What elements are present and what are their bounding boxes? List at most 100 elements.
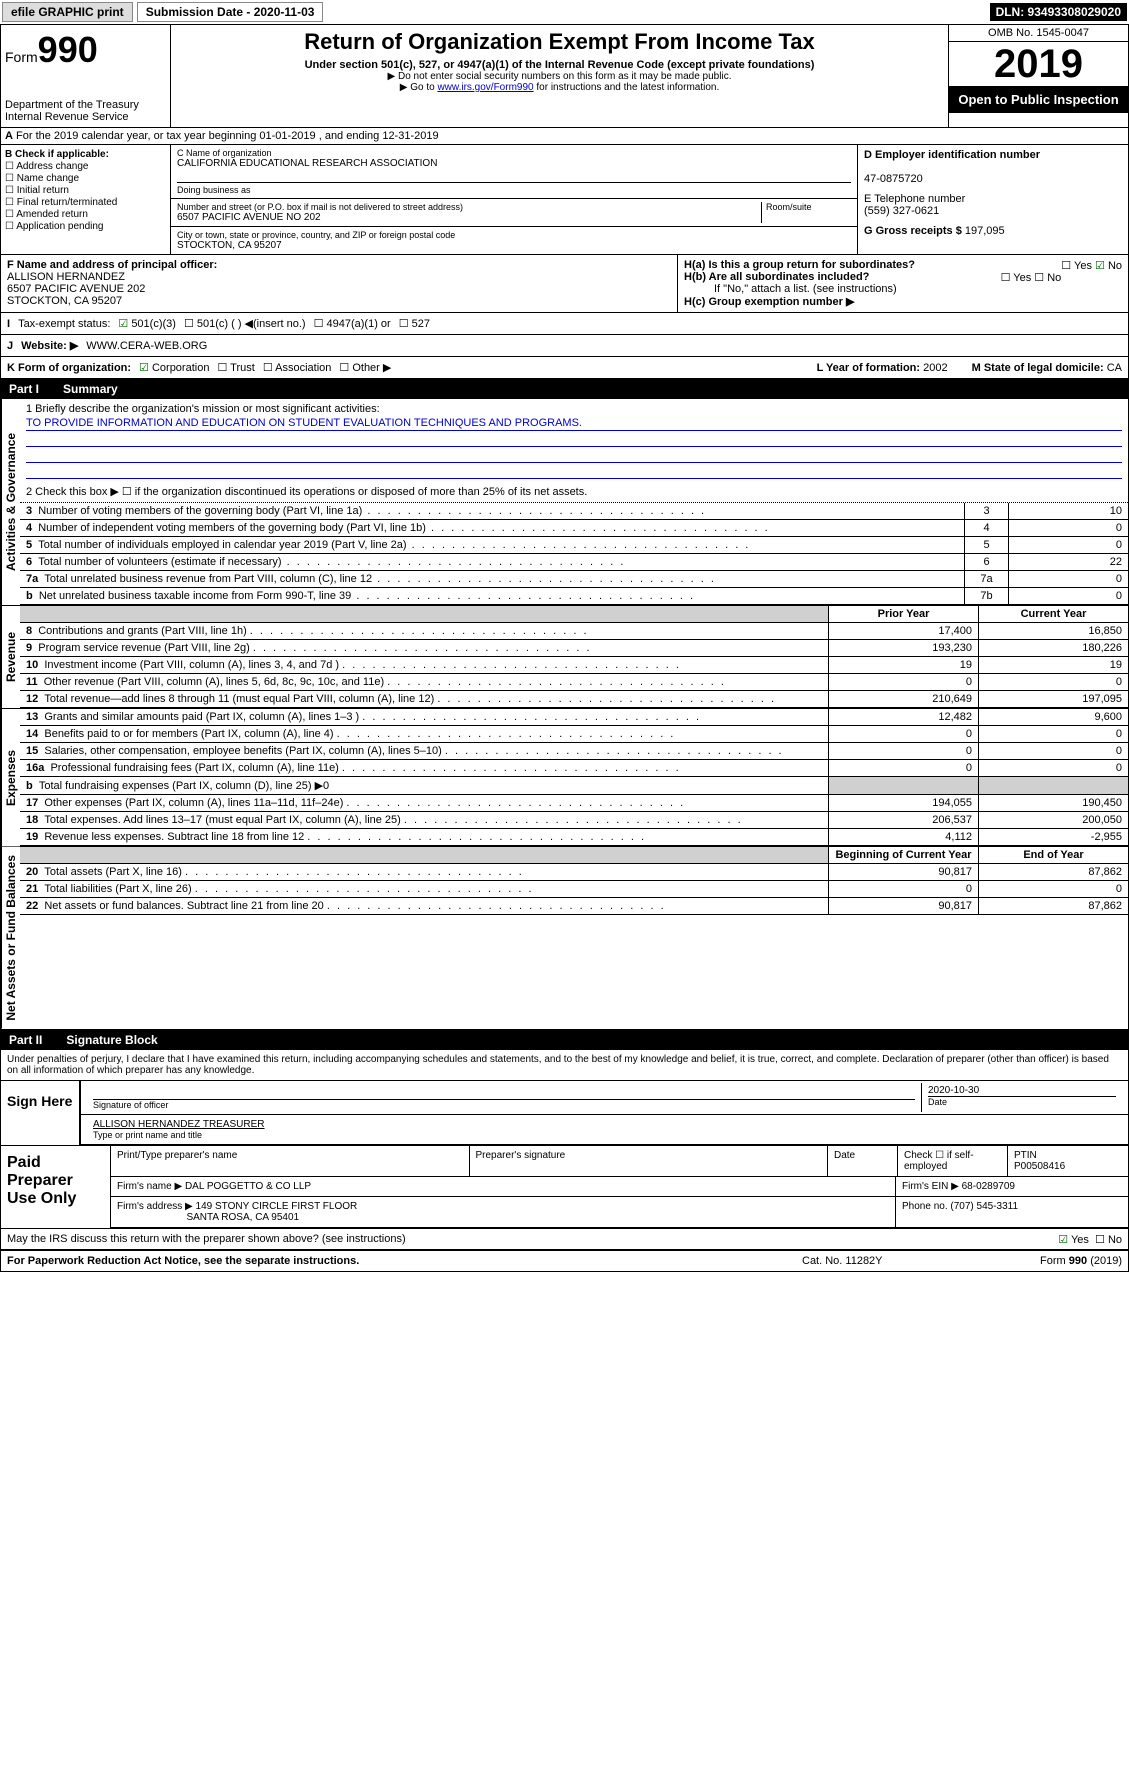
summary-row: 18 Total expenses. Add lines 13–17 (must… xyxy=(20,812,1128,829)
discuss-yes[interactable]: Yes xyxy=(1058,1234,1089,1246)
firm-addr2: SANTA ROSA, CA 95401 xyxy=(186,1212,299,1223)
perjury-text: Under penalties of perjury, I declare th… xyxy=(1,1050,1128,1081)
dln-label: DLN: 93493308029020 xyxy=(990,3,1127,21)
preparer-name-header: Print/Type preparer's name xyxy=(111,1146,470,1176)
self-employed-check[interactable]: Check ☐ if self-employed xyxy=(898,1146,1008,1176)
submission-date-button[interactable]: Submission Date - 2020-11-03 xyxy=(137,2,324,22)
chk-amended-return[interactable]: Amended return xyxy=(5,209,166,220)
chk-corporation[interactable]: Corporation xyxy=(139,361,209,374)
chk-trust[interactable]: Trust xyxy=(217,361,254,374)
org-name-label: C Name of organization xyxy=(177,148,851,158)
org-city: STOCKTON, CA 95207 xyxy=(177,240,851,251)
room-label: Room/suite xyxy=(766,202,851,212)
name-title-label: Type or print name and title xyxy=(93,1130,1116,1140)
gross-label: G Gross receipts $ xyxy=(864,225,962,237)
tel-value: (559) 327-0621 xyxy=(864,205,939,217)
header-begin-year: Beginning of Current Year xyxy=(828,847,978,863)
hb-no[interactable]: No xyxy=(1034,272,1061,284)
date-label: Date xyxy=(928,1096,1116,1107)
summary-row: 11 Other revenue (Part VIII, column (A),… xyxy=(20,674,1128,691)
subtitle-3: Go to www.irs.gov/Form990 for instructio… xyxy=(175,82,944,93)
row-a-tax-year: A For the 2019 calendar year, or tax yea… xyxy=(1,128,1128,145)
tax-exempt-label: Tax-exempt status: xyxy=(18,318,110,330)
summary-row: 12 Total revenue—add lines 8 through 11 … xyxy=(20,691,1128,708)
part2-header: Part IISignature Block xyxy=(1,1030,1128,1050)
header-right: OMB No. 1545-0047 2019 Open to Public In… xyxy=(948,25,1128,127)
chk-name-change[interactable]: Name change xyxy=(5,173,166,184)
summary-row: b Net unrelated business taxable income … xyxy=(20,588,1128,605)
chk-association[interactable]: Association xyxy=(263,361,332,374)
officer-name-title: ALLISON HERNANDEZ TREASURER xyxy=(93,1119,1116,1130)
dba-label: Doing business as xyxy=(177,182,851,195)
subtitle-1: Under section 501(c), 527, or 4947(a)(1)… xyxy=(175,59,944,71)
header-left: Form990 Department of the Treasury Inter… xyxy=(1,25,171,127)
hb-yes[interactable]: Yes xyxy=(1001,272,1032,284)
chk-501c3[interactable]: 501(c)(3) xyxy=(118,317,176,330)
ptin-label: PTIN xyxy=(1014,1150,1037,1161)
vlabel-netassets: Net Assets or Fund Balances xyxy=(1,847,20,1029)
firm-name: DAL POGGETTO & CO LLP xyxy=(185,1181,311,1192)
org-address: 6507 PACIFIC AVENUE NO 202 xyxy=(177,212,761,223)
summary-row: 8 Contributions and grants (Part VIII, l… xyxy=(20,623,1128,640)
year-formation: 2002 xyxy=(923,362,947,374)
preparer-date-header: Date xyxy=(828,1146,898,1176)
officer-addr1: 6507 PACIFIC AVENUE 202 xyxy=(7,283,145,295)
org-name: CALIFORNIA EDUCATIONAL RESEARCH ASSOCIAT… xyxy=(177,158,851,169)
discuss-no[interactable]: No xyxy=(1095,1234,1122,1246)
mission-text: TO PROVIDE INFORMATION AND EDUCATION ON … xyxy=(26,417,1122,431)
form-title: Return of Organization Exempt From Incom… xyxy=(175,29,944,55)
summary-row: 17 Other expenses (Part IX, column (A), … xyxy=(20,795,1128,812)
chk-527[interactable]: 527 xyxy=(399,317,430,330)
row-f-officer: F Name and address of principal officer:… xyxy=(1,255,678,312)
summary-row: 7a Total unrelated business revenue from… xyxy=(20,571,1128,588)
header-end-year: End of Year xyxy=(978,847,1128,863)
summary-row: 22 Net assets or fund balances. Subtract… xyxy=(20,898,1128,915)
summary-row: 3 Number of voting members of the govern… xyxy=(20,503,1128,520)
summary-row: 15 Salaries, other compensation, employe… xyxy=(20,743,1128,760)
chk-final-return[interactable]: Final return/terminated xyxy=(5,197,166,208)
column-d-ein: D Employer identification number 47-0875… xyxy=(858,145,1128,254)
officer-addr2: STOCKTON, CA 95207 xyxy=(7,295,122,307)
column-b-checkboxes: B Check if applicable: Address change Na… xyxy=(1,145,171,254)
summary-row: 21 Total liabilities (Part X, line 26) 0… xyxy=(20,881,1128,898)
header-prior-year: Prior Year xyxy=(828,606,978,622)
ptin-value: P00508416 xyxy=(1014,1161,1065,1172)
summary-row: b Total fundraising expenses (Part IX, c… xyxy=(20,777,1128,795)
summary-row: 13 Grants and similar amounts paid (Part… xyxy=(20,709,1128,726)
column-c-org-info: C Name of organization CALIFORNIA EDUCAT… xyxy=(171,145,858,254)
chk-address-change[interactable]: Address change xyxy=(5,161,166,172)
vlabel-expenses: Expenses xyxy=(1,709,20,846)
chk-application-pending[interactable]: Application pending xyxy=(5,221,166,232)
ha-yes[interactable]: Yes xyxy=(1061,260,1092,272)
summary-row: 20 Total assets (Part X, line 16) 90,817… xyxy=(20,864,1128,881)
line2-discontinued: 2 Check this box ▶ ☐ if the organization… xyxy=(26,485,1122,498)
chk-initial-return[interactable]: Initial return xyxy=(5,185,166,196)
irs-link[interactable]: www.irs.gov/Form990 xyxy=(437,82,533,93)
summary-row: 14 Benefits paid to or for members (Part… xyxy=(20,726,1128,743)
dept-treasury: Department of the Treasury xyxy=(5,99,166,111)
chk-other[interactable]: Other ▶ xyxy=(339,361,391,374)
paperwork-notice: For Paperwork Reduction Act Notice, see … xyxy=(7,1255,802,1267)
row-h-group-return: H(a) Is this a group return for subordin… xyxy=(678,255,1128,312)
subtitle-2: Do not enter social security numbers on … xyxy=(175,71,944,82)
firm-phone: (707) 545-3311 xyxy=(950,1201,1018,1212)
summary-row: 19 Revenue less expenses. Subtract line … xyxy=(20,829,1128,846)
sign-here-label: Sign Here xyxy=(1,1081,81,1145)
state-domicile: CA xyxy=(1107,362,1122,374)
gross-value: 197,095 xyxy=(965,225,1005,237)
addr-label: Number and street (or P.O. box if mail i… xyxy=(177,202,761,212)
paid-preparer-label: Paid Preparer Use Only xyxy=(1,1146,111,1228)
vlabel-revenue: Revenue xyxy=(1,606,20,708)
sig-officer-label: Signature of officer xyxy=(93,1099,915,1110)
firm-addr1: 149 STONY CIRCLE FIRST FLOOR xyxy=(196,1201,358,1212)
chk-501c[interactable]: 501(c) ( ) ◀(insert no.) xyxy=(184,317,306,330)
omb-number: OMB No. 1545-0047 xyxy=(949,25,1128,42)
efile-button[interactable]: efile GRAPHIC print xyxy=(2,2,133,22)
header-mid: Return of Organization Exempt From Incom… xyxy=(171,25,948,127)
form-number: 990 xyxy=(38,29,98,70)
hc-label: H(c) Group exemption number ▶ xyxy=(684,296,854,308)
summary-row: 9 Program service revenue (Part VIII, li… xyxy=(20,640,1128,657)
ha-no[interactable]: No xyxy=(1095,260,1122,272)
ein-value: 47-0875720 xyxy=(864,173,923,185)
chk-4947[interactable]: 4947(a)(1) or xyxy=(314,317,391,330)
